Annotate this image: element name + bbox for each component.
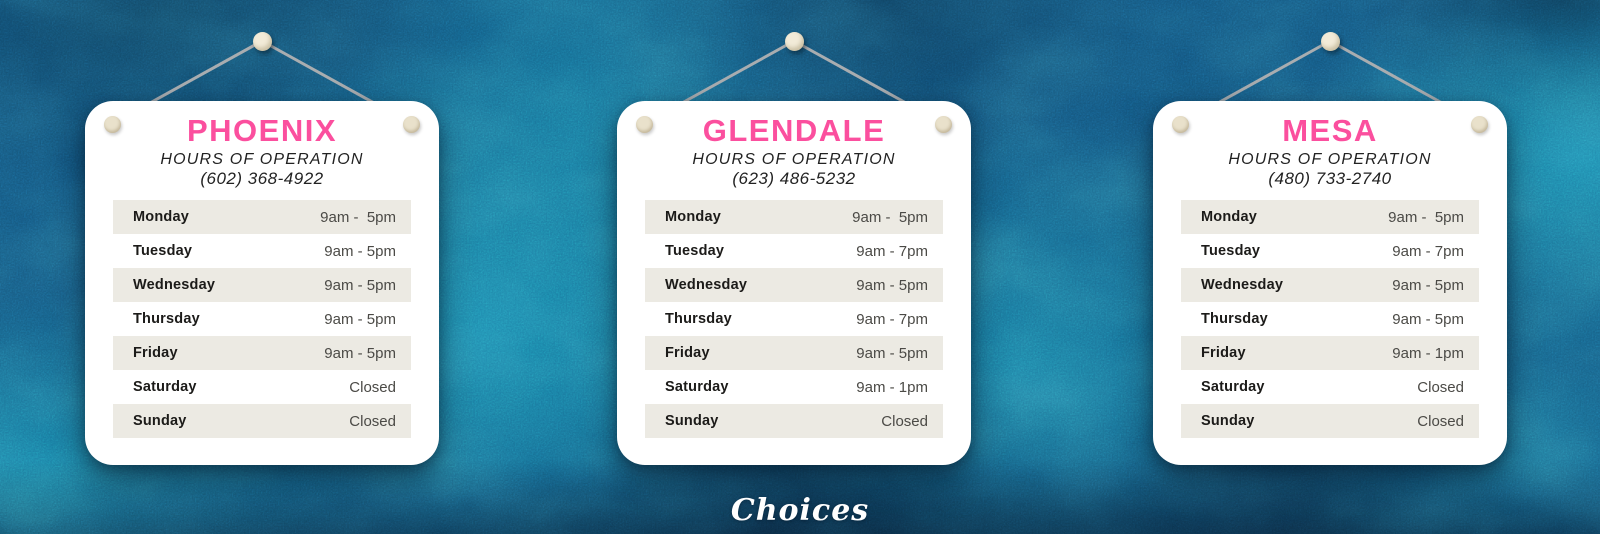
hours-row: Saturday Closed xyxy=(113,370,411,404)
sign-group-phoenix: PHOENIX HOURS OF OPERATION (602) 368-492… xyxy=(85,0,439,534)
time-value: 9am - 5pm xyxy=(320,208,396,226)
day-label: Saturday xyxy=(133,379,197,395)
city-title: MESA xyxy=(1282,113,1378,148)
day-label: Sunday xyxy=(1201,413,1255,429)
time-value: Closed xyxy=(881,412,928,430)
hours-row: Sunday Closed xyxy=(113,404,411,438)
time-value: Closed xyxy=(1417,412,1464,430)
city-title: GLENDALE xyxy=(702,113,886,148)
hours-row: Sunday Closed xyxy=(1181,404,1479,438)
time-value: 9am - 5pm xyxy=(856,276,928,294)
hours-of-operation-label: HOURS OF OPERATION xyxy=(160,151,364,168)
hours-row: Wednesday 9am - 5pm xyxy=(113,268,411,302)
hanging-nail xyxy=(253,32,272,51)
hours-row: Saturday 9am - 1pm xyxy=(645,370,943,404)
hours-row: Friday 9am - 5pm xyxy=(113,336,411,370)
card-pin-left xyxy=(636,116,653,133)
hanging-nail xyxy=(1321,32,1340,51)
phone-number: (602) 368-4922 xyxy=(200,169,324,188)
hours-row: Thursday 9am - 5pm xyxy=(1181,302,1479,336)
day-label: Wednesday xyxy=(665,277,748,293)
day-label: Thursday xyxy=(665,311,732,327)
hours-row: Monday 9am - 5pm xyxy=(1181,200,1479,234)
city-title: PHOENIX xyxy=(186,113,338,148)
day-label: Tuesday xyxy=(133,243,193,259)
time-value: Closed xyxy=(1417,378,1464,396)
hours-table: Monday 9am - 5pm Tuesday 9am - 5pm Wedne… xyxy=(113,200,411,438)
time-value: 9am - 1pm xyxy=(1392,344,1464,362)
day-label: Monday xyxy=(133,209,189,225)
time-value: 9am - 5pm xyxy=(324,276,396,294)
time-value: 9am - 5pm xyxy=(324,344,396,362)
time-value: Closed xyxy=(349,378,396,396)
hours-card-glendale: GLENDALE HOURS OF OPERATION (623) 486-52… xyxy=(617,101,971,465)
hours-row: Tuesday 9am - 5pm xyxy=(113,234,411,268)
hours-card-mesa: MESA HOURS OF OPERATION (480) 733-2740 M… xyxy=(1153,101,1507,465)
time-value: Closed xyxy=(349,412,396,430)
card-pin-right xyxy=(403,116,420,133)
day-label: Sunday xyxy=(665,413,719,429)
day-label: Friday xyxy=(1201,345,1246,361)
hours-row: Saturday Closed xyxy=(1181,370,1479,404)
sign-group-mesa: MESA HOURS OF OPERATION (480) 733-2740 M… xyxy=(1153,0,1507,534)
day-label: Wednesday xyxy=(1201,277,1284,293)
hours-of-operation-label: HOURS OF OPERATION xyxy=(692,151,896,168)
time-value: 9am - 5pm xyxy=(324,310,396,328)
day-label: Tuesday xyxy=(665,243,725,259)
hours-table: Monday 9am - 5pm Tuesday 9am - 7pm Wedne… xyxy=(645,200,943,438)
time-value: 9am - 7pm xyxy=(1392,242,1464,260)
hours-row: Tuesday 9am - 7pm xyxy=(1181,234,1479,268)
day-label: Sunday xyxy=(133,413,187,429)
hours-row: Wednesday 9am - 5pm xyxy=(1181,268,1479,302)
hours-row: Thursday 9am - 7pm xyxy=(645,302,943,336)
day-label: Saturday xyxy=(665,379,729,395)
day-label: Tuesday xyxy=(1201,243,1261,259)
card-pin-left xyxy=(1172,116,1189,133)
day-label: Monday xyxy=(665,209,721,225)
day-label: Wednesday xyxy=(133,277,216,293)
card-pin-right xyxy=(935,116,952,133)
day-label: Thursday xyxy=(133,311,200,327)
day-label: Thursday xyxy=(1201,311,1268,327)
time-value: 9am - 7pm xyxy=(856,242,928,260)
card-pin-left xyxy=(104,116,121,133)
hours-row: Tuesday 9am - 7pm xyxy=(645,234,943,268)
time-value: 9am - 5pm xyxy=(856,344,928,362)
phone-number: (480) 733-2740 xyxy=(1268,169,1392,188)
phone-number: (623) 486-5232 xyxy=(732,169,856,188)
day-label: Friday xyxy=(133,345,178,361)
hours-row: Friday 9am - 1pm xyxy=(1181,336,1479,370)
day-label: Saturday xyxy=(1201,379,1265,395)
choices-logo: Choices xyxy=(730,493,870,528)
hours-row: Monday 9am - 5pm xyxy=(113,200,411,234)
sign-group-glendale: GLENDALE HOURS OF OPERATION (623) 486-52… xyxy=(617,0,971,534)
hours-of-operation-label: HOURS OF OPERATION xyxy=(1228,151,1432,168)
hours-card-phoenix: PHOENIX HOURS OF OPERATION (602) 368-492… xyxy=(85,101,439,465)
hours-table: Monday 9am - 5pm Tuesday 9am - 7pm Wedne… xyxy=(1181,200,1479,438)
hours-row: Friday 9am - 5pm xyxy=(645,336,943,370)
day-label: Friday xyxy=(665,345,710,361)
hours-row: Sunday Closed xyxy=(645,404,943,438)
time-value: 9am - 7pm xyxy=(856,310,928,328)
time-value: 9am - 5pm xyxy=(1392,276,1464,294)
hours-row: Thursday 9am - 5pm xyxy=(113,302,411,336)
card-pin-right xyxy=(1471,116,1488,133)
hours-row: Monday 9am - 5pm xyxy=(645,200,943,234)
time-value: 9am - 5pm xyxy=(852,208,928,226)
hours-row: Wednesday 9am - 5pm xyxy=(645,268,943,302)
hanging-nail xyxy=(785,32,804,51)
time-value: 9am - 1pm xyxy=(856,378,928,396)
time-value: 9am - 5pm xyxy=(1392,310,1464,328)
day-label: Monday xyxy=(1201,209,1257,225)
time-value: 9am - 5pm xyxy=(1388,208,1464,226)
time-value: 9am - 5pm xyxy=(324,242,396,260)
